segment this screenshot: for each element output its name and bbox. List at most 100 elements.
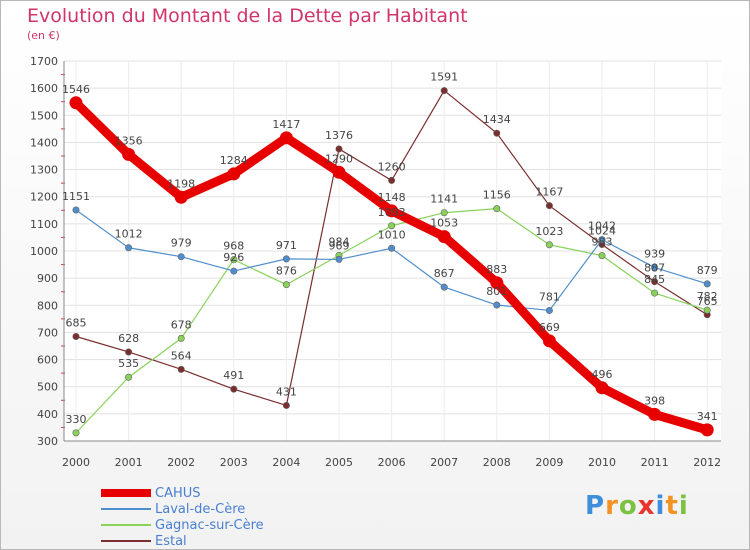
x-tick-label: 2011	[641, 456, 669, 469]
data-label: 1591	[430, 71, 458, 84]
data-label: 1376	[325, 129, 353, 142]
legend: CAHUS Laval-de-Cère Gagnac-sur-Cère Estal	[101, 485, 264, 549]
legend-label: CAHUS	[155, 485, 201, 501]
data-label: 801	[486, 285, 507, 298]
data-label: 1167	[535, 186, 563, 199]
data-label: 968	[223, 240, 244, 253]
legend-label: Estal	[155, 533, 187, 549]
x-tick-label: 2007	[430, 456, 458, 469]
x-tick-label: 2004	[272, 456, 300, 469]
data-label: 628	[118, 332, 139, 345]
y-tick-label: 1200	[30, 191, 58, 204]
data-label: 782	[697, 290, 718, 303]
y-tick-label: 1000	[30, 245, 58, 258]
y-tick-label: 1600	[30, 82, 58, 95]
data-label: 1260	[378, 160, 406, 173]
y-tick-label: 1100	[30, 218, 58, 231]
y-tick-label: 500	[37, 381, 58, 394]
data-label: 1010	[378, 228, 406, 241]
data-label: 1198	[167, 177, 195, 190]
data-label: 979	[171, 237, 192, 250]
data-point	[493, 301, 501, 309]
data-label: 685	[66, 317, 87, 330]
data-point	[703, 280, 711, 288]
y-tick-label: 900	[37, 272, 58, 285]
data-label: 781	[539, 290, 560, 303]
data-label: 926	[223, 251, 244, 264]
data-label: 398	[644, 394, 665, 407]
x-tick-label: 2005	[325, 456, 353, 469]
data-point	[72, 332, 80, 340]
data-point	[595, 381, 609, 395]
legend-label: Gagnac-sur-Cère	[155, 517, 264, 533]
data-label: 1151	[62, 190, 90, 203]
legend-swatch	[101, 508, 151, 510]
data-point	[177, 365, 185, 373]
data-label: 678	[171, 318, 192, 331]
x-tick-label: 2008	[483, 456, 511, 469]
data-point	[388, 244, 396, 252]
data-label: 845	[644, 273, 665, 286]
data-label: 969	[329, 239, 350, 252]
data-point	[703, 306, 711, 314]
x-tick-label: 2002	[167, 456, 195, 469]
data-point	[335, 145, 343, 153]
data-point	[279, 131, 293, 145]
chart-subtitle: (en €)	[27, 29, 60, 42]
data-point	[230, 256, 238, 264]
data-point	[700, 423, 714, 437]
data-label: 431	[276, 385, 297, 398]
data-label: 341	[697, 410, 718, 423]
x-tick-label: 2009	[535, 456, 563, 469]
data-point	[174, 190, 188, 204]
data-point	[388, 176, 396, 184]
data-label: 496	[592, 368, 613, 381]
data-label: 564	[171, 349, 192, 362]
logo-letter: i	[678, 491, 689, 521]
data-point	[282, 281, 290, 289]
data-point	[72, 206, 80, 214]
data-point	[230, 267, 238, 275]
y-tick-label: 800	[37, 299, 58, 312]
data-point	[125, 244, 133, 252]
x-tick-label: 2001	[115, 456, 143, 469]
logo-letter: P	[585, 491, 606, 521]
axes: 300 400 500 600 700 800 900 1000 1100 1200 1300 140…	[30, 55, 721, 469]
legend-swatch	[101, 540, 151, 542]
data-label: 879	[697, 264, 718, 277]
data-label: 1093	[378, 206, 406, 219]
proxiti-logo: Proxiti	[585, 491, 689, 521]
data-point	[177, 253, 185, 261]
data-point	[437, 230, 451, 244]
logo-letter: i	[655, 491, 666, 521]
y-tick-label: 600	[37, 354, 58, 367]
y-tick-label: 400	[37, 408, 58, 421]
data-point	[493, 205, 501, 213]
data-label: 1434	[483, 113, 511, 126]
legend-item: Gagnac-sur-Cère	[101, 517, 264, 533]
data-label: 669	[539, 321, 560, 334]
chart-title: Evolution du Montant de la Dette par Hab…	[27, 5, 468, 27]
data-point	[545, 202, 553, 210]
x-tick-label: 2012	[693, 456, 721, 469]
data-point	[72, 429, 80, 437]
data-point	[545, 306, 553, 314]
data-label: 491	[223, 369, 244, 382]
legend-swatch	[101, 524, 151, 526]
data-label: 1042	[588, 220, 616, 233]
data-point	[177, 334, 185, 342]
data-label: 1148	[378, 191, 406, 204]
logo-letter: x	[637, 491, 656, 521]
logo-letter: r	[605, 491, 619, 521]
data-point	[493, 129, 501, 137]
data-label: 876	[276, 265, 297, 278]
logo-letter: o	[618, 491, 638, 521]
data-label: 983	[592, 236, 613, 249]
legend-label: Laval-de-Cère	[155, 501, 246, 517]
data-point	[282, 255, 290, 263]
data-point	[651, 289, 659, 297]
data-point	[385, 204, 399, 218]
y-tick-label: 300	[37, 435, 58, 448]
